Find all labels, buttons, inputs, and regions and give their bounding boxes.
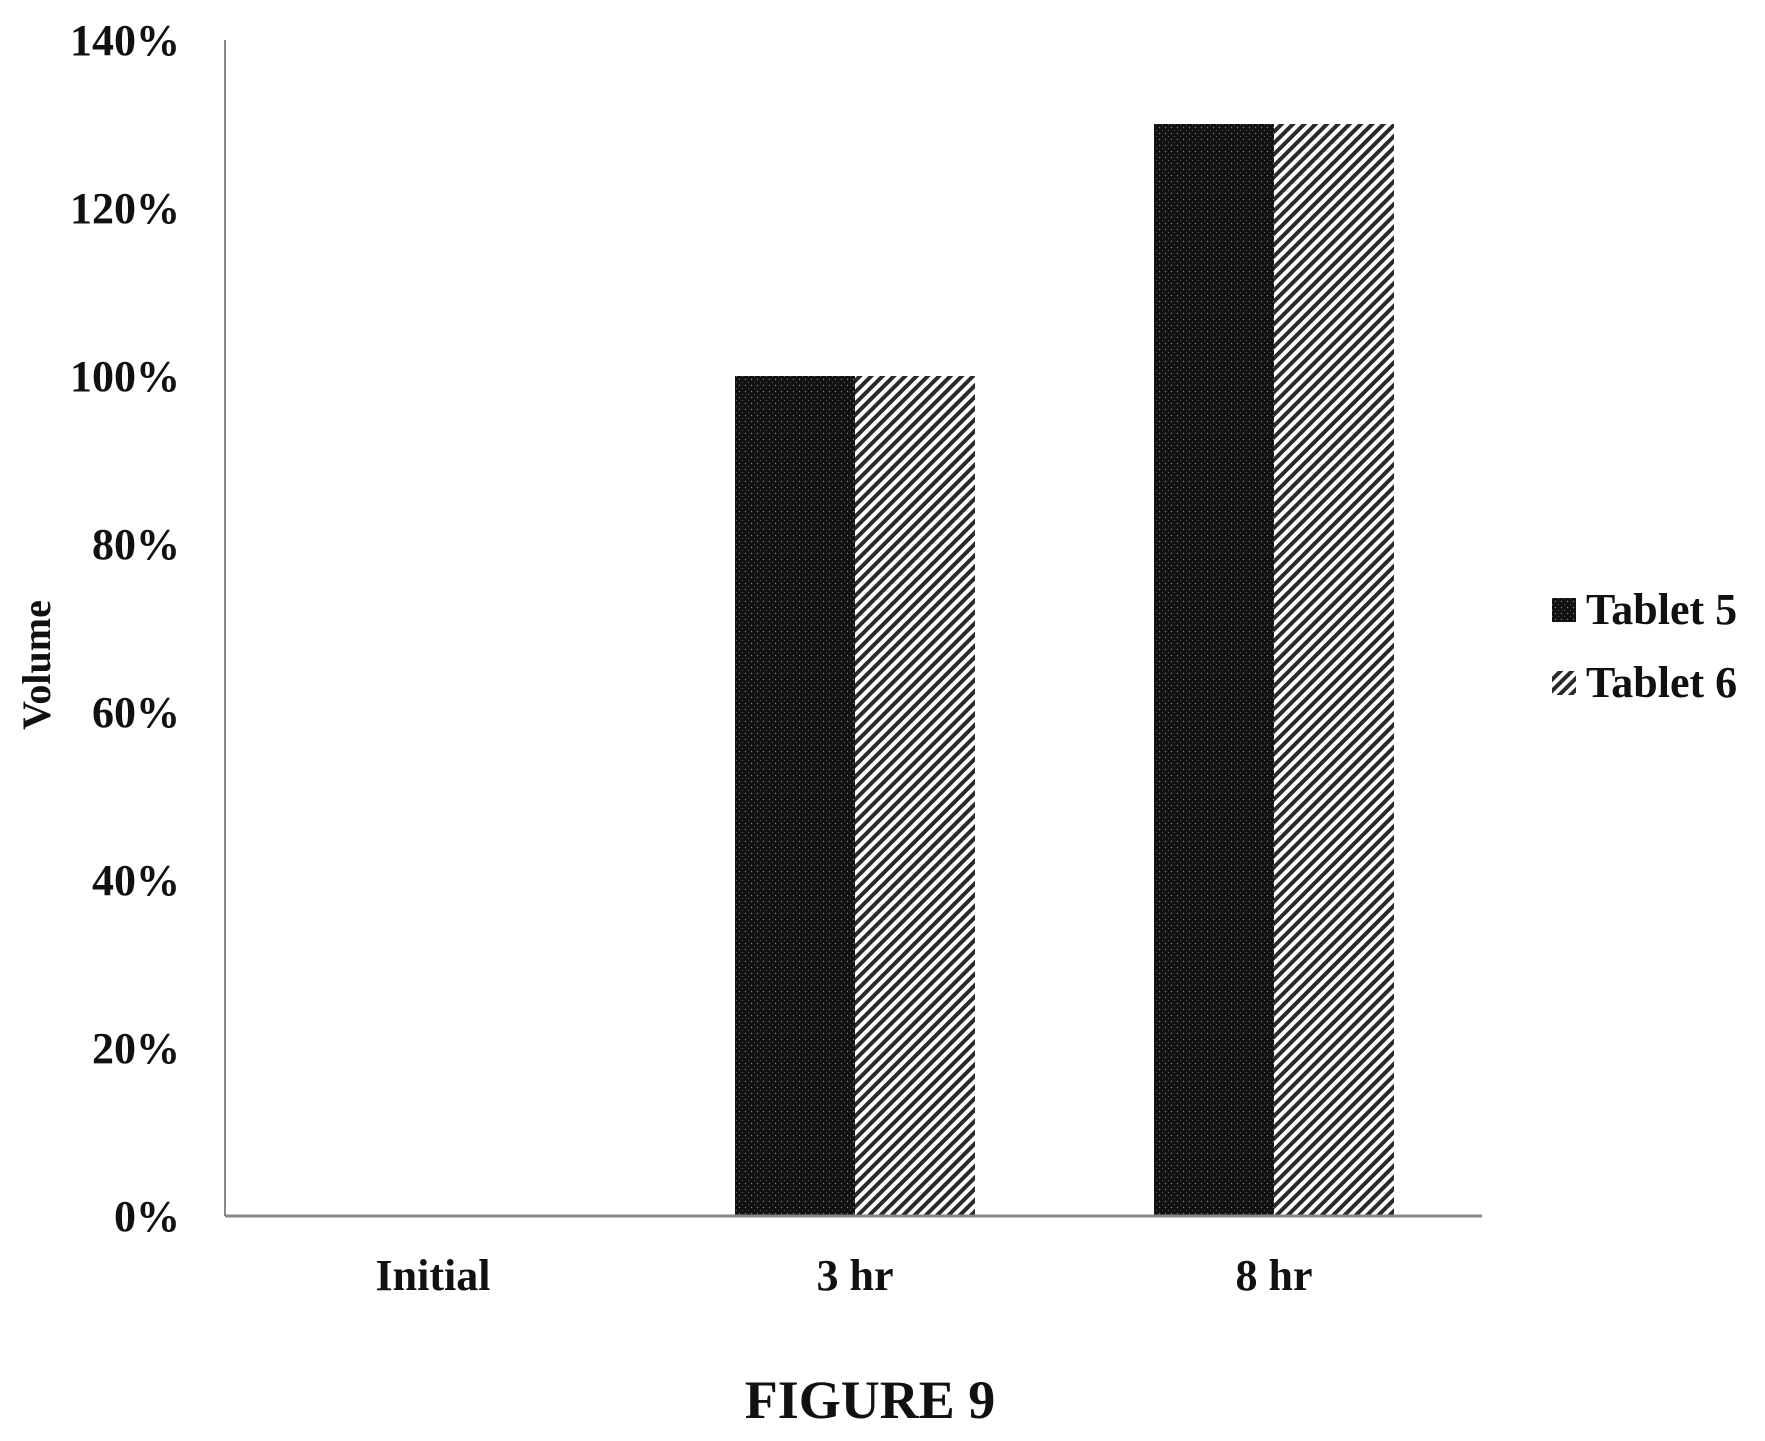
- y-axis-title: Volume: [14, 600, 59, 730]
- x-axis-categories: Initial 3 hr 8 hr: [376, 1251, 1313, 1300]
- legend-label: Tablet 6: [1586, 658, 1737, 707]
- figure-caption: FIGURE 9: [745, 1370, 996, 1430]
- bar-tablet-6-3-hr: [855, 376, 975, 1216]
- bars-group: [735, 124, 1394, 1216]
- legend-swatch: [1552, 671, 1576, 695]
- y-tick-label: 80%: [92, 520, 180, 569]
- legend-label: Tablet 5: [1586, 585, 1737, 634]
- bar-tablet-5-8-hr: [1154, 124, 1274, 1216]
- legend: Tablet 5 Tablet 6: [1552, 585, 1737, 707]
- y-tick-label: 20%: [92, 1024, 180, 1073]
- y-tick-label: 140%: [70, 16, 180, 65]
- x-tick-label: 3 hr: [817, 1251, 894, 1300]
- bar-tablet-5-3-hr: [735, 376, 855, 1216]
- bar-tablet-6-8-hr: [1274, 124, 1394, 1216]
- y-tick-label: 120%: [70, 184, 180, 233]
- y-tick-label: 100%: [70, 352, 180, 401]
- x-tick-label: Initial: [376, 1251, 491, 1300]
- y-tick-label: 40%: [92, 856, 180, 905]
- legend-swatch: [1552, 598, 1576, 622]
- y-tick-label: 0%: [114, 1192, 180, 1241]
- y-axis-ticks: 0% 20% 40% 60% 80% 100% 120% 140%: [70, 16, 180, 1241]
- y-tick-label: 60%: [92, 688, 180, 737]
- x-tick-label: 8 hr: [1236, 1251, 1313, 1300]
